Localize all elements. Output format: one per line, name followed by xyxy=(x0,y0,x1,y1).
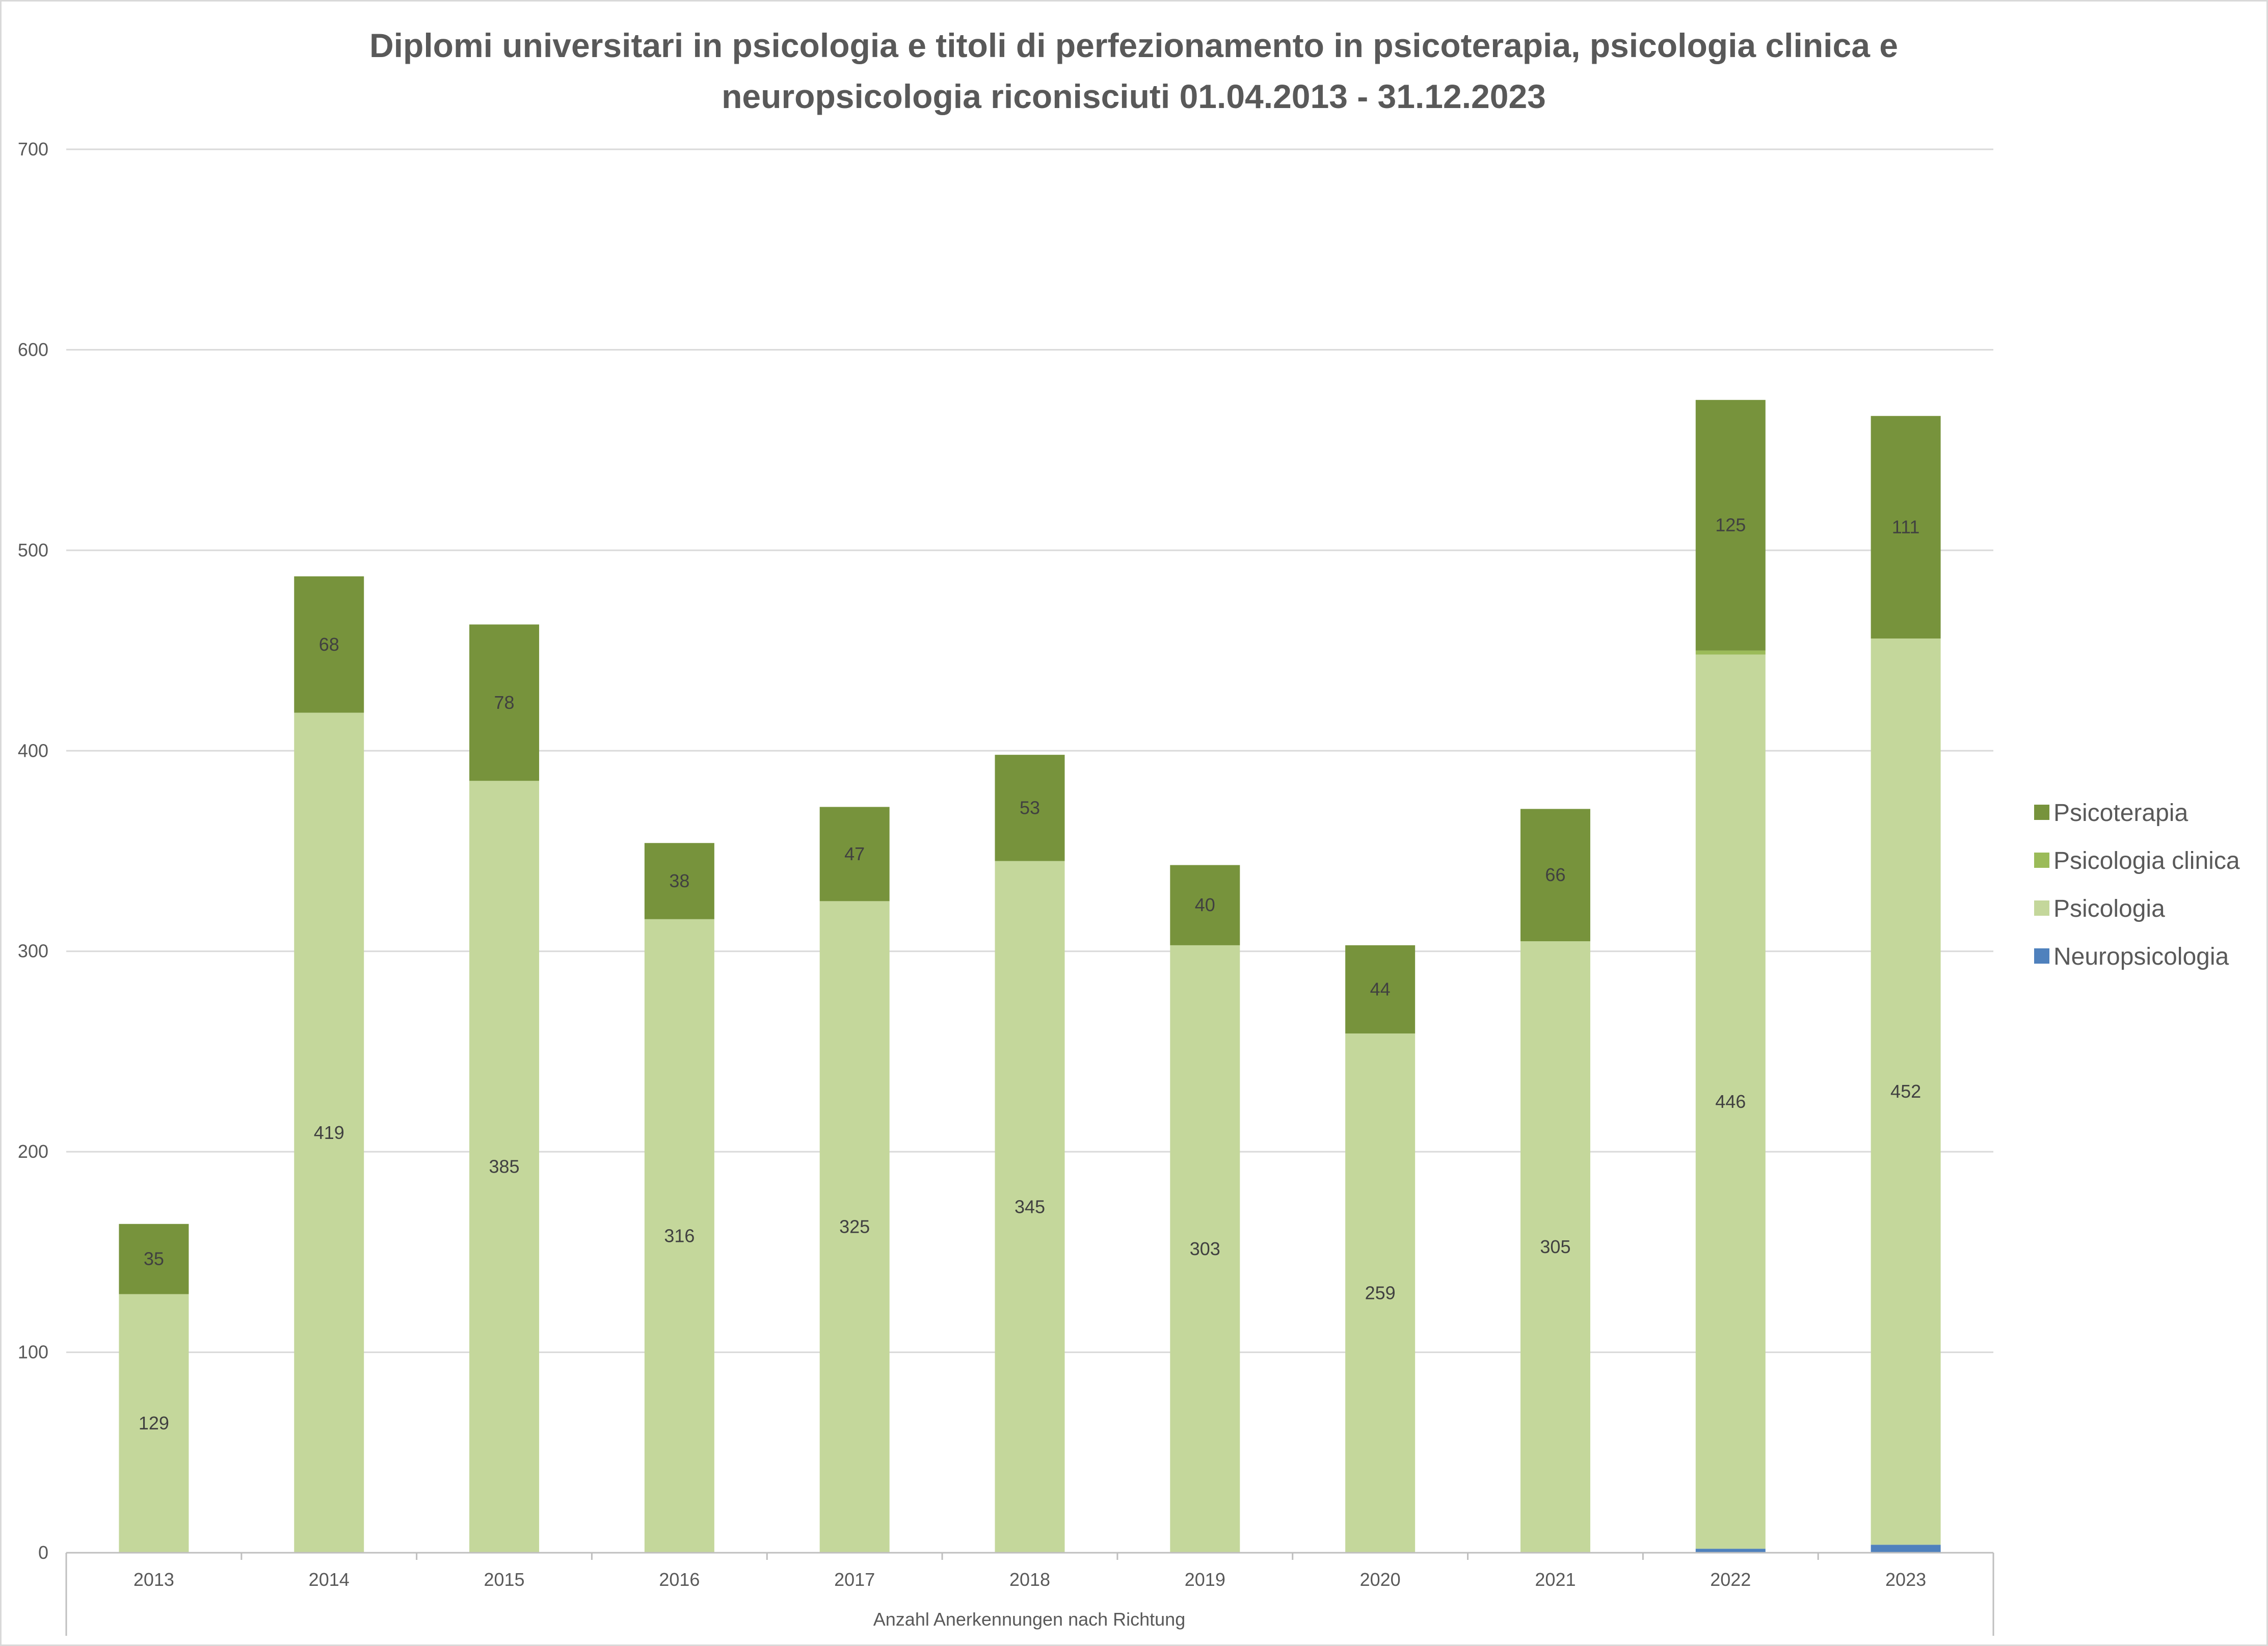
y-tick-label-400: 400 xyxy=(18,740,48,761)
x-tick-label-2019: 2019 xyxy=(1185,1569,1225,1590)
data-label-psicoterapia-2015: 78 xyxy=(494,692,515,713)
data-label-psicoterapia-2017: 47 xyxy=(844,843,865,864)
legend-label-neuropsicologia: Neuropsicologia xyxy=(2053,943,2229,970)
data-label-psicologia-2022: 446 xyxy=(1715,1091,1746,1112)
legend-swatch-psicologia-clinica xyxy=(2034,853,2049,868)
bar-psicoterapia-2013 xyxy=(119,1224,189,1294)
bar-neuropsicologia-2022 xyxy=(1695,1549,1766,1553)
bar-psicologia-2014 xyxy=(294,712,364,1553)
data-label-psicologia-2023: 452 xyxy=(1890,1081,1921,1102)
bar-psicologia-2018 xyxy=(995,861,1065,1553)
data-label-psicologia-2015: 385 xyxy=(489,1156,520,1177)
legend-label-psicoterapia: Psicoterapia xyxy=(2053,800,2188,827)
y-tick-label-500: 500 xyxy=(18,540,48,561)
data-label-psicoterapia-2013: 35 xyxy=(144,1249,164,1269)
legend-label-psicologia: Psicologia xyxy=(2053,895,2165,922)
x-tick-label-2018: 2018 xyxy=(1009,1569,1050,1590)
data-label-psicologia-2013: 129 xyxy=(139,1413,169,1433)
x-tick-label-2022: 2022 xyxy=(1710,1569,1751,1590)
x-tick-label-2015: 2015 xyxy=(484,1569,524,1590)
bar-psicologia-2021 xyxy=(1520,941,1590,1553)
bar-psicoterapia-2014 xyxy=(294,576,364,713)
x-tick-label-2014: 2014 xyxy=(309,1569,350,1590)
bar-neuropsicologia-2023 xyxy=(1871,1545,1941,1553)
data-label-psicologia-2019: 303 xyxy=(1190,1238,1220,1259)
legend-label-psicologia-clinica: Psicologia clinica xyxy=(2053,847,2240,874)
x-tick-label-2017: 2017 xyxy=(834,1569,875,1590)
bar-psicoterapia-2020 xyxy=(1345,945,1416,1034)
bar-psicologia-2013 xyxy=(119,1294,189,1553)
bar-psicologia-2022 xyxy=(1695,654,1766,1549)
data-label-psicologia-2021: 305 xyxy=(1540,1236,1570,1257)
data-label-psicologia-2017: 325 xyxy=(839,1216,870,1237)
bar-psicologia-2019 xyxy=(1170,945,1240,1553)
chart-title-line-1: Diplomi universitari in psicologia e tit… xyxy=(369,26,1898,64)
legend-swatch-psicologia xyxy=(2034,900,2049,916)
bar-psicoterapia-2016 xyxy=(644,843,714,919)
x-axis-title: Anzahl Anerkennungen nach Richtung xyxy=(873,1609,1185,1630)
bar-psicologia-2017 xyxy=(819,901,890,1553)
bar-psicoterapia-2015 xyxy=(469,624,540,781)
data-label-psicoterapia-2022: 125 xyxy=(1715,515,1746,536)
legend-swatch-neuropsicologia xyxy=(2034,948,2049,964)
data-label-psicoterapia-2016: 38 xyxy=(669,870,689,891)
data-label-psicoterapia-2020: 44 xyxy=(1370,978,1391,999)
bar-psicologia-2016 xyxy=(644,919,714,1553)
y-tick-label-700: 700 xyxy=(18,139,48,160)
bar-psicoterapia-2021 xyxy=(1520,809,1590,942)
data-label-psicoterapia-2018: 53 xyxy=(1020,797,1040,818)
y-tick-label-100: 100 xyxy=(18,1342,48,1363)
bar-psicoterapia-2022 xyxy=(1695,400,1766,651)
x-tick-label-2021: 2021 xyxy=(1535,1569,1576,1590)
bar-psicoterapia-2018 xyxy=(995,755,1065,861)
chart-title-line-2: neuropsicologia riconisciuti 01.04.2013 … xyxy=(722,77,1546,115)
y-tick-label-300: 300 xyxy=(18,941,48,962)
y-tick-label-200: 200 xyxy=(18,1141,48,1162)
bar-psicologia-clinica-2022 xyxy=(1695,650,1766,655)
data-label-psicologia-2014: 419 xyxy=(314,1122,344,1143)
legend-swatch-psicoterapia xyxy=(2034,805,2049,820)
x-tick-label-2013: 2013 xyxy=(134,1569,174,1590)
data-label-psicoterapia-2023: 111 xyxy=(1892,517,1920,538)
data-label-psicoterapia-2014: 68 xyxy=(319,634,339,655)
bar-psicologia-2023 xyxy=(1871,638,1941,1545)
data-label-psicologia-2016: 316 xyxy=(664,1225,695,1246)
data-label-psicologia-2018: 345 xyxy=(1015,1196,1045,1217)
y-tick-label-0: 0 xyxy=(38,1542,48,1563)
bar-psicoterapia-2017 xyxy=(819,807,890,901)
x-tick-label-2023: 2023 xyxy=(1885,1569,1926,1590)
bar-psicologia-2015 xyxy=(469,781,540,1553)
bar-psicologia-2020 xyxy=(1345,1033,1416,1553)
bar-psicoterapia-2019 xyxy=(1170,865,1240,945)
bar-psicoterapia-2023 xyxy=(1871,416,1941,639)
data-label-psicoterapia-2019: 40 xyxy=(1195,894,1215,915)
x-tick-label-2020: 2020 xyxy=(1360,1569,1401,1590)
data-label-psicoterapia-2021: 66 xyxy=(1545,864,1565,885)
data-label-psicologia-2020: 259 xyxy=(1365,1283,1396,1304)
x-tick-label-2016: 2016 xyxy=(659,1569,700,1590)
y-tick-label-600: 600 xyxy=(18,339,48,360)
